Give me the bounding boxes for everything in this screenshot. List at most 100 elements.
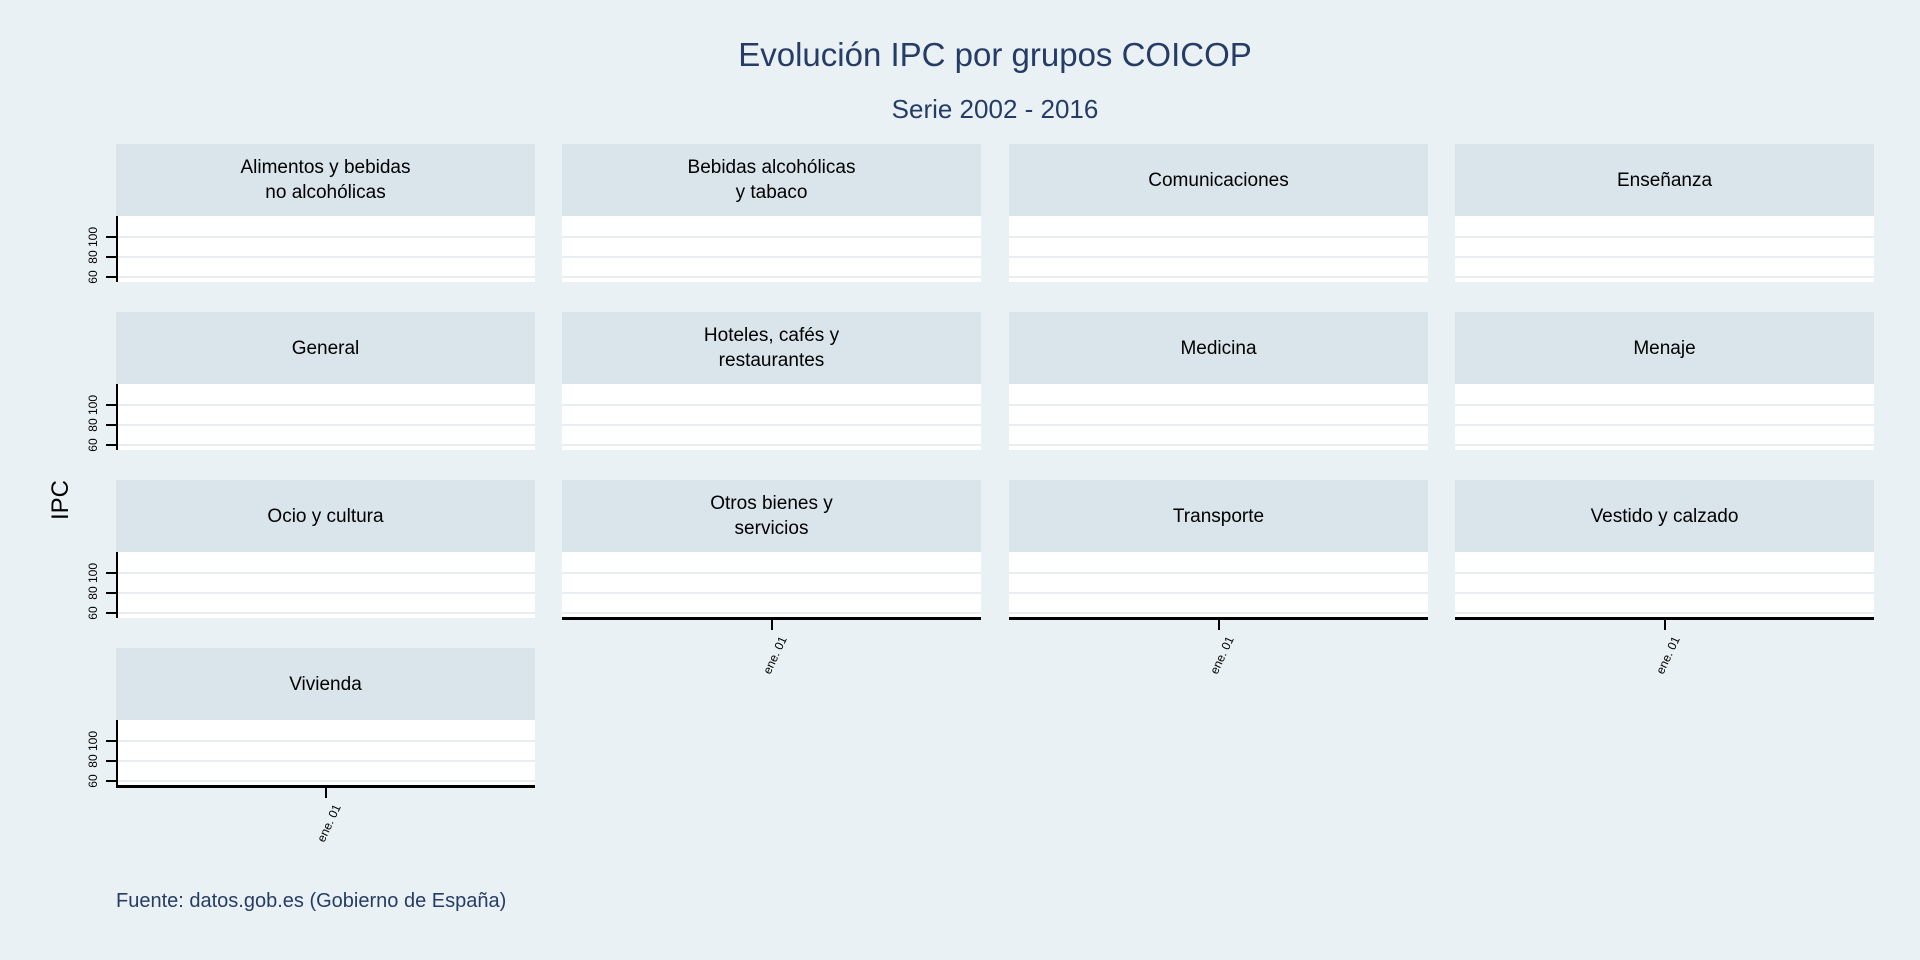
gridline [116, 780, 535, 782]
facet-plot [1455, 384, 1874, 450]
facet-panel-comunicaciones: Comunicaciones [1009, 144, 1428, 282]
y-tick [106, 572, 116, 574]
facet-title: Ocio y cultura [116, 480, 535, 552]
gridline [116, 740, 535, 742]
facet-panel-ocio: Ocio y cultura 100 80 60 [86, 480, 535, 620]
facet-title: Comunicaciones [1009, 144, 1428, 216]
facet-panel-vivienda: Vivienda 100 80 60 ene. 01 [86, 648, 535, 844]
facet-plot [1009, 216, 1428, 282]
x-tick-label: ene. 01 [760, 634, 791, 677]
gridline [1455, 424, 1874, 426]
facet-plot: ene. 01 [562, 552, 981, 676]
gridline [562, 404, 981, 406]
gridline [1455, 444, 1874, 446]
y-axis-line [116, 720, 118, 786]
x-tick-label: ene. 01 [314, 802, 345, 845]
gridline [116, 256, 535, 258]
gridline [1009, 424, 1428, 426]
facet-plot: 100 80 60 ene. 01 [86, 720, 535, 844]
facet-panel-transporte: Transporte ene. 01 [1009, 480, 1428, 676]
y-tick [106, 780, 116, 782]
gridline [562, 612, 981, 614]
gridline [562, 276, 981, 278]
facet-title: Hoteles, cafés y restaurantes [562, 312, 981, 384]
y-tick [106, 444, 116, 446]
gridline [116, 404, 535, 406]
gridline [1009, 612, 1428, 614]
gridline [116, 572, 535, 574]
facet-title: General [116, 312, 535, 384]
gridline [1455, 256, 1874, 258]
x-tick-label: ene. 01 [1653, 634, 1684, 677]
y-tick-label: 60 [86, 270, 100, 284]
facet-plot: 100 80 60 [86, 552, 535, 620]
facet-plot: 100 80 60 [86, 384, 535, 452]
x-axis-line [116, 785, 535, 788]
gridline [1455, 236, 1874, 238]
facet-panel-alimentos: Alimentos y bebidas no alcohólicas 100 8… [86, 144, 535, 284]
facet-panel-hoteles: Hoteles, cafés y restaurantes [562, 312, 981, 450]
y-tick-label: 60 [86, 774, 100, 788]
gridline [116, 424, 535, 426]
gridline [116, 760, 535, 762]
facet-panel-medicina: Medicina [1009, 312, 1428, 450]
gridline [562, 424, 981, 426]
chart-title: Evolución IPC por grupos COICOP [738, 36, 1252, 73]
y-tick [106, 740, 116, 742]
gridline [562, 256, 981, 258]
facet-plot: ene. 01 [1455, 552, 1874, 676]
facet-plot: 100 80 60 [86, 216, 535, 284]
y-axis-line [116, 384, 118, 450]
gridline [1009, 256, 1428, 258]
facet-plot [1009, 384, 1428, 450]
facet-plot [562, 216, 981, 282]
gridline [562, 236, 981, 238]
x-tick-label: ene. 01 [1207, 634, 1238, 677]
facet-plot [562, 384, 981, 450]
x-tick [324, 787, 327, 798]
gridline [1455, 572, 1874, 574]
y-tick [106, 760, 116, 762]
facet-plot: ene. 01 [1009, 552, 1428, 676]
facet-panel-bebidas-alcoholicas: Bebidas alcohólicas y tabaco [562, 144, 981, 282]
y-axis-line [116, 216, 118, 282]
x-tick [1663, 619, 1666, 630]
facet-panel-ensenanza: Enseñanza [1455, 144, 1874, 282]
gridline [1009, 592, 1428, 594]
y-tick [106, 236, 116, 238]
facet-title: Otros bienes y servicios [562, 480, 981, 552]
gridline [116, 444, 535, 446]
gridline [1009, 572, 1428, 574]
facet-title: Vivienda [116, 648, 535, 720]
gridline [562, 444, 981, 446]
facet-title: Menaje [1455, 312, 1874, 384]
gridline [116, 612, 535, 614]
facet-title: Transporte [1009, 480, 1428, 552]
facet-title: Vestido y calzado [1455, 480, 1874, 552]
gridline [1009, 444, 1428, 446]
gridline [116, 236, 535, 238]
y-tick [106, 256, 116, 258]
facet-title: Medicina [1009, 312, 1428, 384]
facet-panel-otros-bienes: Otros bienes y servicios ene. 01 [562, 480, 981, 676]
facet-panel-vestido: Vestido y calzado ene. 01 [1455, 480, 1874, 676]
gridline [1009, 404, 1428, 406]
gridline [1455, 276, 1874, 278]
gridline [1455, 612, 1874, 614]
gridline [562, 572, 981, 574]
facet-title: Enseñanza [1455, 144, 1874, 216]
y-tick [106, 404, 116, 406]
facet-title: Alimentos y bebidas no alcohólicas [116, 144, 535, 216]
x-axis-line [1009, 617, 1428, 620]
gridline [116, 592, 535, 594]
y-tick [106, 592, 116, 594]
gridline [1455, 592, 1874, 594]
facet-plot [1455, 216, 1874, 282]
facet-title: Bebidas alcohólicas y tabaco [562, 144, 981, 216]
gridline [562, 592, 981, 594]
y-axis-line [116, 552, 118, 618]
y-tick-label: 60 [86, 606, 100, 620]
y-tick [106, 424, 116, 426]
y-tick [106, 612, 116, 614]
x-tick [1217, 619, 1220, 630]
